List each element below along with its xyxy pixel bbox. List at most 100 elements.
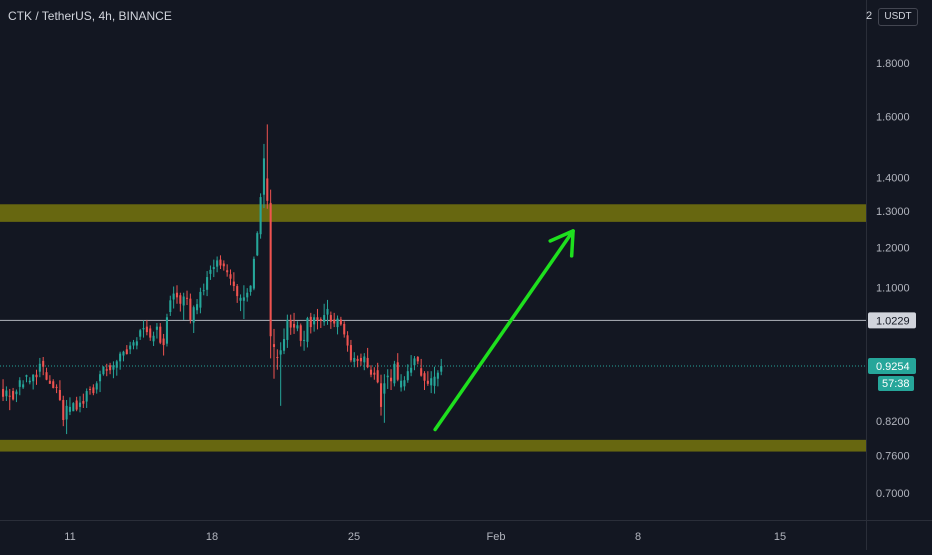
candle-body <box>99 374 102 382</box>
price-tick-label: 1.3000 <box>876 206 910 218</box>
candle-body <box>155 326 158 330</box>
candle-body <box>309 316 312 328</box>
candle-body <box>209 269 212 274</box>
candle-body <box>269 202 272 337</box>
candle-body <box>433 376 436 386</box>
candle-body <box>336 318 339 328</box>
candle-body <box>386 375 389 378</box>
candle-body <box>152 335 155 342</box>
candle-body <box>400 380 403 388</box>
candle-body <box>339 319 342 325</box>
candle-body <box>199 291 202 308</box>
price-tick-label: 1.6000 <box>876 112 910 124</box>
candle-body <box>75 400 78 410</box>
candle-body <box>212 267 215 270</box>
candle-body <box>135 341 138 346</box>
candle-body <box>232 281 235 287</box>
candle-body <box>242 297 245 301</box>
candle-body <box>196 304 199 311</box>
countdown-label: 57:38 <box>882 378 910 390</box>
candle-body <box>410 367 413 373</box>
candle-body <box>239 297 242 301</box>
currency-button[interactable]: USDT <box>878 8 918 26</box>
price-tick-label: 1.2000 <box>876 243 910 255</box>
resistance-zone <box>0 204 866 222</box>
candle-body <box>416 356 419 362</box>
candle-body <box>222 263 225 267</box>
candle-body <box>8 395 11 397</box>
price-tick-label: 0.7600 <box>876 451 910 463</box>
candle-body <box>105 369 108 371</box>
candle-body <box>436 372 439 379</box>
symbol-title: CTK / TetherUS, 4h, BINANCE <box>8 9 172 23</box>
candle-body <box>272 344 276 347</box>
candle-body <box>326 308 329 315</box>
candle-body <box>390 377 393 382</box>
candle-body <box>165 317 168 344</box>
candle-body <box>125 349 128 355</box>
candle-body <box>175 292 179 298</box>
candle-body <box>2 388 5 397</box>
candle-body <box>52 381 55 388</box>
price-tick-label: 0.7000 <box>876 488 910 500</box>
candle-body <box>393 363 396 384</box>
candle-body <box>115 361 118 368</box>
candle-body <box>430 378 433 386</box>
time-tick-label: 11 <box>64 531 75 543</box>
candle-body <box>12 391 15 400</box>
candle-body <box>192 307 195 323</box>
candle-body <box>32 374 35 382</box>
candle-body <box>396 362 399 380</box>
candle-body <box>182 296 185 306</box>
candle-body <box>78 402 82 407</box>
candle-body <box>343 323 346 335</box>
candle-body <box>25 375 28 377</box>
candle-body <box>293 323 296 328</box>
candle-body <box>319 319 322 321</box>
candle-body <box>202 290 205 292</box>
candle-body <box>299 325 302 341</box>
candle-body <box>88 388 92 390</box>
candle-body <box>85 391 88 402</box>
time-tick-label: 18 <box>206 531 218 543</box>
candle-body <box>172 293 175 300</box>
candle-body <box>303 339 306 341</box>
candle-body <box>373 372 376 375</box>
candle-body <box>289 319 292 328</box>
candle-body <box>82 401 85 404</box>
candle-body <box>266 178 269 201</box>
candle-body <box>35 374 38 378</box>
candle-body <box>236 286 239 297</box>
candle-body <box>65 405 68 420</box>
candle-body <box>119 353 122 362</box>
candle-body <box>206 277 209 290</box>
candle-body <box>72 403 75 412</box>
candle-body <box>159 326 162 343</box>
candle-body <box>55 386 58 388</box>
candle-body <box>369 369 373 375</box>
level-price-label-bg <box>868 312 916 329</box>
candle-body <box>349 345 352 361</box>
candle-body <box>68 406 71 412</box>
candle-body <box>109 365 112 371</box>
candle-body <box>440 366 443 372</box>
candle-body <box>356 358 359 361</box>
candle-body <box>426 380 429 384</box>
candle-body <box>142 328 145 330</box>
candle-body <box>219 259 222 266</box>
time-tick-label: 15 <box>774 531 786 543</box>
candle-body <box>262 158 265 195</box>
price-tick-label: 1.8000 <box>876 58 910 70</box>
candle-body <box>112 365 115 370</box>
candle-body <box>62 399 65 421</box>
time-tick-label: 8 <box>635 531 641 543</box>
support-zone <box>0 439 866 452</box>
candle-body <box>145 326 148 333</box>
candle-body <box>229 274 232 279</box>
candle-body <box>252 258 255 289</box>
candle-body <box>246 292 249 298</box>
candle-body <box>323 315 326 323</box>
candle-body <box>296 325 299 329</box>
